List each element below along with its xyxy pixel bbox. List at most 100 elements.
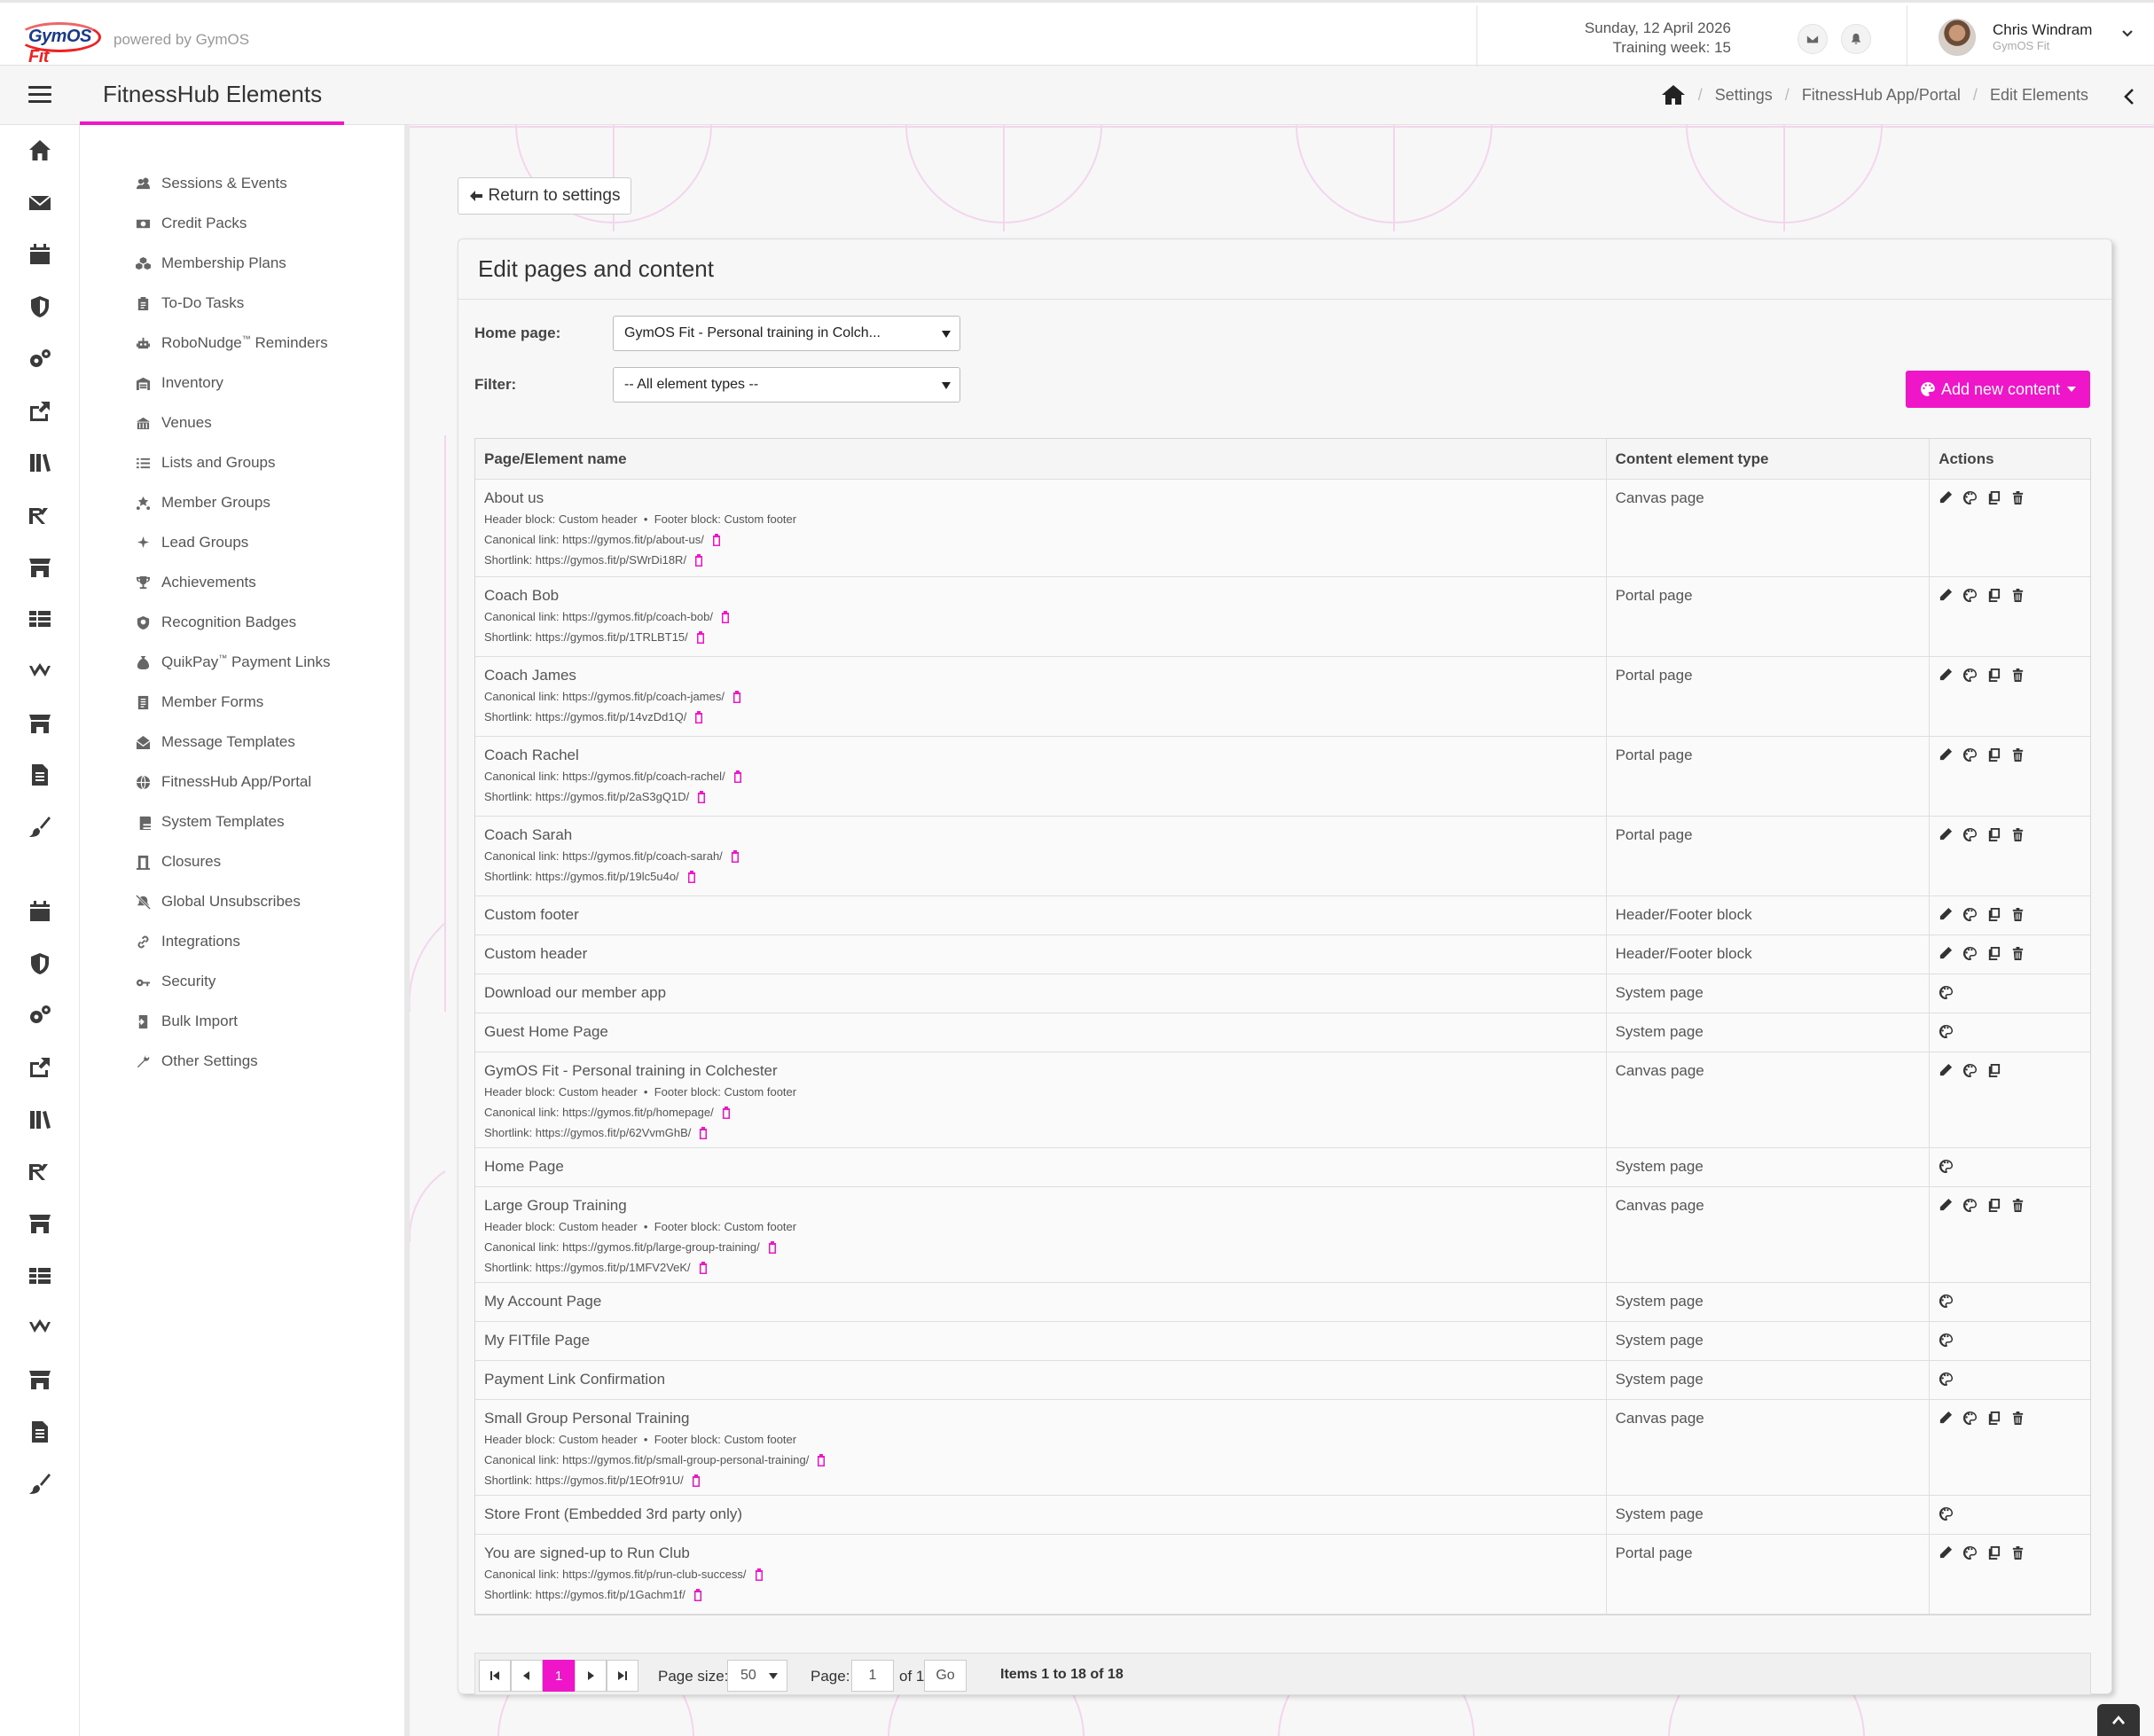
- last-page-button[interactable]: [607, 1660, 638, 1692]
- store-icon[interactable]: [27, 555, 52, 580]
- menu-item-venues[interactable]: Venues: [135, 412, 212, 434]
- copy-icon[interactable]: [1986, 588, 2001, 603]
- copy-icon[interactable]: [1986, 1063, 2001, 1078]
- copy-link-icon[interactable]: [721, 1107, 732, 1119]
- copy-link-icon[interactable]: [696, 791, 707, 803]
- rx-icon[interactable]: [27, 1159, 52, 1184]
- pencil-icon[interactable]: [1939, 946, 1954, 961]
- copy-icon[interactable]: [1986, 668, 2001, 683]
- calendar-icon[interactable]: [27, 899, 52, 924]
- element-name[interactable]: Small Group Personal Training: [484, 1410, 690, 1427]
- copy-link-icon[interactable]: [698, 1262, 709, 1274]
- copy-icon[interactable]: [1986, 907, 2001, 922]
- copy-icon[interactable]: [1986, 490, 2001, 505]
- copy-icon[interactable]: [1986, 1198, 2001, 1213]
- element-name[interactable]: Payment Link Confirmation: [484, 1371, 666, 1388]
- element-name[interactable]: About us: [484, 489, 544, 506]
- element-name[interactable]: My Account Page: [484, 1293, 602, 1310]
- copy-link-icon[interactable]: [720, 611, 731, 623]
- element-name[interactable]: You are signed-up to Run Club: [484, 1544, 690, 1561]
- pencil-icon[interactable]: [1939, 1198, 1954, 1213]
- trash-icon[interactable]: [2010, 1198, 2025, 1213]
- page-number-button[interactable]: 1: [543, 1660, 575, 1692]
- gears-icon[interactable]: [27, 1003, 52, 1028]
- trash-icon[interactable]: [2010, 1545, 2025, 1560]
- notifications-button[interactable]: [1841, 24, 1871, 54]
- filter-select[interactable]: -- All element types --: [613, 367, 960, 403]
- element-name[interactable]: Coach Rachel: [484, 747, 579, 763]
- calendar-icon[interactable]: [27, 242, 52, 267]
- palette-icon[interactable]: [1962, 747, 1978, 762]
- copy-icon[interactable]: [1986, 747, 2001, 762]
- trash-icon[interactable]: [2010, 946, 2025, 961]
- pencil-icon[interactable]: [1939, 588, 1954, 603]
- chevron-left-icon[interactable]: [2122, 88, 2136, 106]
- pencil-icon[interactable]: [1939, 827, 1954, 842]
- copy-link-icon[interactable]: [691, 1474, 701, 1487]
- copy-link-icon[interactable]: [816, 1454, 826, 1466]
- menu-item-credit-packs[interactable]: Credit Packs: [135, 213, 247, 234]
- menu-item-other-settings[interactable]: Other Settings: [135, 1051, 258, 1072]
- scroll-to-top-button[interactable]: [2097, 1704, 2140, 1736]
- home-icon[interactable]: [27, 138, 52, 163]
- menu-toggle-icon[interactable]: [28, 86, 51, 106]
- pencil-icon[interactable]: [1939, 1411, 1954, 1426]
- menu-item-to-do-tasks[interactable]: To-Do Tasks: [135, 293, 244, 314]
- pencil-icon[interactable]: [1939, 668, 1954, 683]
- breadcrumb-settings[interactable]: Settings: [1714, 85, 1773, 104]
- rx-icon[interactable]: [27, 503, 52, 528]
- page-size-select[interactable]: 50: [727, 1660, 787, 1692]
- table-icon[interactable]: [27, 606, 52, 631]
- email-m-icon[interactable]: [27, 659, 52, 684]
- element-name[interactable]: Coach James: [484, 667, 576, 684]
- prev-page-button[interactable]: [511, 1660, 543, 1692]
- palette-icon[interactable]: [1939, 1372, 1954, 1387]
- element-name[interactable]: My FITfile Page: [484, 1332, 591, 1349]
- copy-icon[interactable]: [1986, 946, 2001, 961]
- menu-item-recognition-badges[interactable]: Recognition Badges: [135, 612, 296, 633]
- pencil-icon[interactable]: [1939, 907, 1954, 922]
- palette-icon[interactable]: [1962, 907, 1978, 922]
- palette-icon[interactable]: [1962, 1198, 1978, 1213]
- next-page-button[interactable]: [575, 1660, 607, 1692]
- copy-link-icon[interactable]: [754, 1568, 764, 1581]
- palette-icon[interactable]: [1962, 1545, 1978, 1560]
- element-name[interactable]: Large Group Training: [484, 1197, 627, 1214]
- palette-icon[interactable]: [1962, 946, 1978, 961]
- palette-icon[interactable]: [1939, 1333, 1954, 1348]
- menu-item-closures[interactable]: Closures: [135, 851, 221, 872]
- element-name[interactable]: Home Page: [484, 1158, 564, 1175]
- file-icon[interactable]: [27, 1419, 52, 1444]
- trash-icon[interactable]: [2010, 668, 2025, 683]
- element-name[interactable]: GymOS Fit - Personal training in Colches…: [484, 1062, 778, 1079]
- element-name[interactable]: Guest Home Page: [484, 1023, 608, 1040]
- menu-item-global-unsubscribes[interactable]: Global Unsubscribes: [135, 891, 301, 912]
- palette-icon[interactable]: [1962, 827, 1978, 842]
- menu-item-security[interactable]: Security: [135, 971, 215, 992]
- element-name[interactable]: Download our member app: [484, 984, 667, 1001]
- element-name[interactable]: Coach Sarah: [484, 826, 573, 843]
- user-name[interactable]: Chris Windram: [1993, 21, 2093, 38]
- menu-item-system-templates[interactable]: System Templates: [135, 811, 285, 833]
- gears-icon[interactable]: [27, 347, 52, 371]
- menu-item-inventory[interactable]: Inventory: [135, 372, 223, 394]
- brush-icon[interactable]: [27, 1472, 52, 1497]
- envelope-icon[interactable]: [27, 191, 52, 215]
- element-name[interactable]: Store Front (Embedded 3rd party only): [484, 1505, 743, 1522]
- copy-icon[interactable]: [1986, 827, 2001, 842]
- copy-link-icon[interactable]: [732, 691, 742, 703]
- menu-item-sessions-events[interactable]: Sessions & Events: [135, 173, 287, 194]
- email-m-icon[interactable]: [27, 1315, 52, 1340]
- palette-icon[interactable]: [1962, 588, 1978, 603]
- trash-icon[interactable]: [2010, 490, 2025, 505]
- store-icon[interactable]: [27, 1367, 52, 1392]
- shield-icon[interactable]: [27, 951, 52, 976]
- menu-item-integrations[interactable]: Integrations: [135, 931, 240, 952]
- first-page-button[interactable]: [479, 1660, 511, 1692]
- brush-icon[interactable]: [27, 815, 52, 840]
- column-header-name[interactable]: Page/Element name: [475, 439, 1607, 479]
- trash-icon[interactable]: [2010, 907, 2025, 922]
- menu-item-member-forms[interactable]: Member Forms: [135, 692, 263, 713]
- store-icon[interactable]: [27, 1211, 52, 1236]
- share-icon[interactable]: [27, 1055, 52, 1080]
